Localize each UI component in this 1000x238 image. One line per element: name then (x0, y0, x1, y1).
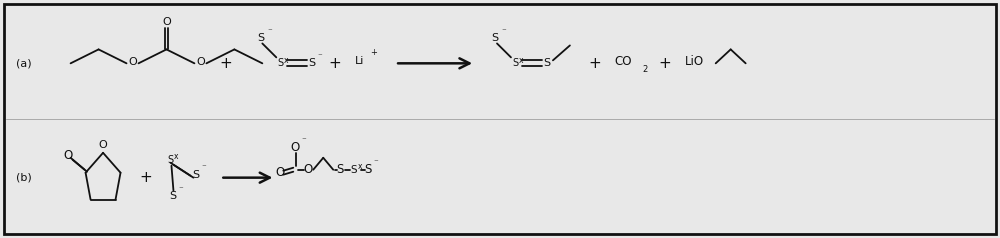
Text: S: S (491, 34, 499, 44)
Text: O: O (276, 166, 285, 179)
Text: S: S (167, 155, 174, 165)
Text: ⁻: ⁻ (178, 185, 183, 194)
Text: S: S (350, 165, 357, 175)
Text: O: O (63, 149, 72, 162)
Text: x: x (174, 152, 179, 161)
Text: +: + (139, 170, 152, 185)
Text: +: + (370, 48, 377, 57)
Text: S: S (364, 163, 372, 176)
Text: S: S (277, 58, 283, 68)
Text: ⁻: ⁻ (267, 27, 272, 36)
Text: (a): (a) (16, 58, 31, 68)
Text: S: S (543, 58, 550, 68)
Text: ⁻: ⁻ (318, 52, 323, 61)
Text: +: + (329, 56, 342, 71)
Text: S: S (512, 58, 518, 68)
Text: ⁻: ⁻ (374, 158, 379, 167)
Text: O: O (128, 57, 137, 67)
Text: O: O (99, 140, 107, 150)
Text: (b): (b) (16, 173, 31, 183)
Text: S: S (169, 191, 176, 201)
Text: ⁻: ⁻ (502, 27, 506, 36)
Text: +: + (658, 56, 671, 71)
Text: x: x (358, 162, 362, 171)
Text: O: O (304, 163, 313, 176)
Text: ⁻: ⁻ (301, 136, 306, 145)
Text: S: S (309, 58, 316, 68)
Text: 2: 2 (642, 65, 647, 74)
Text: S: S (257, 34, 264, 44)
Text: ⁻: ⁻ (201, 163, 206, 172)
Text: +: + (219, 56, 232, 71)
Text: x: x (519, 56, 523, 65)
Text: x: x (284, 56, 289, 65)
Text: CO: CO (615, 55, 632, 68)
Text: Li: Li (355, 56, 365, 66)
Text: O: O (291, 141, 300, 154)
Text: S: S (337, 163, 344, 176)
Text: S: S (192, 170, 199, 180)
Text: O: O (162, 17, 171, 27)
Text: LiO: LiO (685, 55, 704, 68)
Text: O: O (196, 57, 205, 67)
Text: +: + (588, 56, 601, 71)
